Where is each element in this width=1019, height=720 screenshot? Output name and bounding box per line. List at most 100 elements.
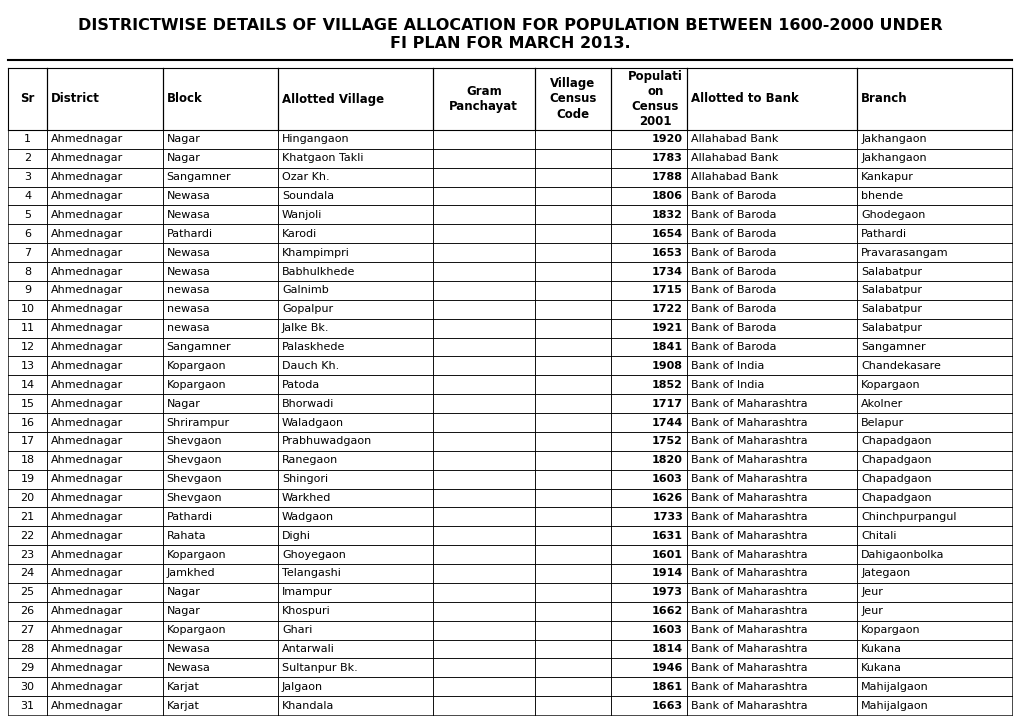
Text: Newasa: Newasa xyxy=(166,644,210,654)
Text: Wanjoli: Wanjoli xyxy=(281,210,322,220)
Text: Chapadgaon: Chapadgaon xyxy=(860,474,931,484)
Text: Nagar: Nagar xyxy=(166,588,201,598)
Text: Pathardi: Pathardi xyxy=(166,229,213,239)
Text: Gram
Panchayat: Gram Panchayat xyxy=(449,85,518,113)
Text: Bank of Maharashtra: Bank of Maharashtra xyxy=(690,418,807,428)
Text: Waladgaon: Waladgaon xyxy=(281,418,343,428)
Text: 1744: 1744 xyxy=(651,418,683,428)
Text: Ghodegaon: Ghodegaon xyxy=(860,210,925,220)
Text: Ahmednagar: Ahmednagar xyxy=(51,569,123,578)
Text: Warkhed: Warkhed xyxy=(281,493,331,503)
Text: Jalgaon: Jalgaon xyxy=(281,682,323,692)
Text: 28: 28 xyxy=(20,644,35,654)
Text: Bank of Baroda: Bank of Baroda xyxy=(690,210,775,220)
Text: 1654: 1654 xyxy=(651,229,683,239)
Text: Bank of Baroda: Bank of Baroda xyxy=(690,323,775,333)
Text: Ahmednagar: Ahmednagar xyxy=(51,588,123,598)
Text: Shingori: Shingori xyxy=(281,474,328,484)
Text: Chandekasare: Chandekasare xyxy=(860,361,941,371)
Text: 29: 29 xyxy=(20,663,35,672)
Text: Dauch Kh.: Dauch Kh. xyxy=(281,361,339,371)
Text: Bank of Maharashtra: Bank of Maharashtra xyxy=(690,474,807,484)
Text: 1806: 1806 xyxy=(651,191,683,201)
Text: 3: 3 xyxy=(24,172,32,182)
Text: Soundala: Soundala xyxy=(281,191,334,201)
Text: Newasa: Newasa xyxy=(166,210,210,220)
Text: Ahmednagar: Ahmednagar xyxy=(51,323,123,333)
Text: 14: 14 xyxy=(20,379,35,390)
Text: 1783: 1783 xyxy=(651,153,683,163)
Text: 20: 20 xyxy=(20,493,35,503)
Text: 1722: 1722 xyxy=(651,305,683,314)
Text: Khospuri: Khospuri xyxy=(281,606,330,616)
Text: Bank of Maharashtra: Bank of Maharashtra xyxy=(690,399,807,409)
Text: Jeur: Jeur xyxy=(860,588,882,598)
Text: Ghoyegaon: Ghoyegaon xyxy=(281,549,345,559)
Text: 1603: 1603 xyxy=(651,474,683,484)
Text: Chinchpurpangul: Chinchpurpangul xyxy=(860,512,956,522)
Text: Allahabad Bank: Allahabad Bank xyxy=(690,172,777,182)
Text: Rahata: Rahata xyxy=(166,531,206,541)
Text: Kopargaon: Kopargaon xyxy=(860,625,920,635)
Text: Ahmednagar: Ahmednagar xyxy=(51,701,123,711)
Text: Sr: Sr xyxy=(20,92,35,106)
Text: Bank of Baroda: Bank of Baroda xyxy=(690,342,775,352)
Text: Ahmednagar: Ahmednagar xyxy=(51,625,123,635)
Text: Kankapur: Kankapur xyxy=(860,172,913,182)
Text: 19: 19 xyxy=(20,474,35,484)
Text: Bank of Baroda: Bank of Baroda xyxy=(690,285,775,295)
Text: Dighi: Dighi xyxy=(281,531,311,541)
Text: Bank of India: Bank of India xyxy=(690,361,763,371)
Text: Ahmednagar: Ahmednagar xyxy=(51,172,123,182)
Text: Hingangaon: Hingangaon xyxy=(281,135,350,145)
Text: 13: 13 xyxy=(20,361,35,371)
Text: 1788: 1788 xyxy=(651,172,683,182)
Text: Ahmednagar: Ahmednagar xyxy=(51,644,123,654)
Text: Ahmednagar: Ahmednagar xyxy=(51,285,123,295)
Text: Ahmednagar: Ahmednagar xyxy=(51,342,123,352)
Text: Pravarasangam: Pravarasangam xyxy=(860,248,948,258)
Text: Newasa: Newasa xyxy=(166,266,210,276)
Text: Bank of Maharashtra: Bank of Maharashtra xyxy=(690,531,807,541)
Text: 12: 12 xyxy=(20,342,35,352)
Text: Chapadgaon: Chapadgaon xyxy=(860,455,931,465)
Text: Bank of Maharashtra: Bank of Maharashtra xyxy=(690,606,807,616)
Text: Ahmednagar: Ahmednagar xyxy=(51,153,123,163)
Text: 30: 30 xyxy=(20,682,35,692)
Text: 1852: 1852 xyxy=(651,379,683,390)
Text: 1752: 1752 xyxy=(651,436,683,446)
Text: 1717: 1717 xyxy=(651,399,683,409)
Text: Mahijalgaon: Mahijalgaon xyxy=(860,682,928,692)
Text: Jategaon: Jategaon xyxy=(860,569,910,578)
Text: Bank of Maharashtra: Bank of Maharashtra xyxy=(690,588,807,598)
Text: Bank of India: Bank of India xyxy=(690,379,763,390)
Text: Mahijalgaon: Mahijalgaon xyxy=(860,701,928,711)
Text: bhende: bhende xyxy=(860,191,903,201)
Text: Wadgaon: Wadgaon xyxy=(281,512,334,522)
Text: 11: 11 xyxy=(20,323,35,333)
Text: Telangashi: Telangashi xyxy=(281,569,340,578)
Text: Shevgaon: Shevgaon xyxy=(166,474,222,484)
Text: Bank of Maharashtra: Bank of Maharashtra xyxy=(690,644,807,654)
Text: Kopargaon: Kopargaon xyxy=(166,625,226,635)
Text: 1: 1 xyxy=(24,135,32,145)
Text: Belapur: Belapur xyxy=(860,418,904,428)
Text: Nagar: Nagar xyxy=(166,153,201,163)
Text: Bank of Maharashtra: Bank of Maharashtra xyxy=(690,625,807,635)
Text: Kopargaon: Kopargaon xyxy=(860,379,920,390)
Text: Karjat: Karjat xyxy=(166,682,200,692)
Text: 1603: 1603 xyxy=(651,625,683,635)
Text: Chapadgaon: Chapadgaon xyxy=(860,436,931,446)
Text: 1663: 1663 xyxy=(651,701,683,711)
Text: Kopargaon: Kopargaon xyxy=(166,549,226,559)
Text: Populati
on
Census
2001: Populati on Census 2001 xyxy=(628,70,683,128)
Text: 17: 17 xyxy=(20,436,35,446)
Text: 5: 5 xyxy=(24,210,32,220)
Text: 1832: 1832 xyxy=(651,210,683,220)
Text: Imampur: Imampur xyxy=(281,588,332,598)
Text: Palaskhede: Palaskhede xyxy=(281,342,345,352)
Text: Galnimb: Galnimb xyxy=(281,285,328,295)
Text: Ahmednagar: Ahmednagar xyxy=(51,436,123,446)
Text: Sangamner: Sangamner xyxy=(860,342,925,352)
Text: Ahmednagar: Ahmednagar xyxy=(51,210,123,220)
